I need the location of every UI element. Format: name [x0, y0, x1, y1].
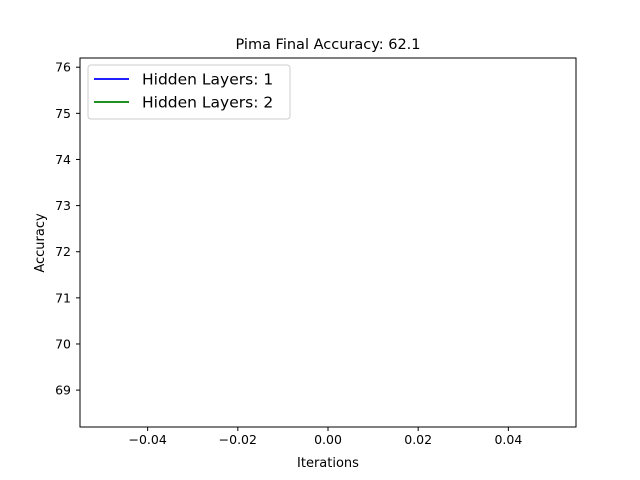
- y-tick-label: 72: [55, 244, 71, 259]
- x-tick-label: 0.02: [404, 432, 432, 447]
- x-tick-label: 0.04: [494, 432, 522, 447]
- y-tick-label: 69: [55, 383, 71, 398]
- chart-title: Pima Final Accuracy: 62.1: [235, 37, 420, 53]
- legend-entries: Hidden Layers: 1 Hidden Layers: 2: [94, 71, 273, 112]
- y-tick-label: 74: [55, 152, 71, 167]
- plot-frame: [79, 57, 577, 428]
- x-axis-ticks: −0.04 −0.02 0.00 0.02 0.04: [128, 427, 522, 447]
- y-tick-label: 71: [55, 290, 71, 305]
- y-tick-label: 76: [55, 60, 71, 75]
- y-axis-ticks: 69 70 71 72 73 74 75 76: [55, 60, 80, 398]
- legend-label: Hidden Layers: 1: [142, 71, 273, 89]
- x-tick-label: 0.00: [314, 432, 342, 447]
- x-tick-label: −0.04: [128, 432, 166, 447]
- x-tick-label: −0.02: [219, 432, 257, 447]
- legend: Hidden Layers: 1 Hidden Layers: 2: [87, 64, 291, 120]
- legend-box: [87, 64, 291, 120]
- y-axis-label: Accuracy: [33, 213, 48, 273]
- y-tick-label: 73: [55, 198, 71, 213]
- x-axis-label: Iterations: [297, 456, 359, 471]
- y-tick-label: 75: [55, 106, 71, 121]
- y-tick-label: 70: [55, 336, 71, 351]
- legend-label: Hidden Layers: 2: [142, 94, 273, 112]
